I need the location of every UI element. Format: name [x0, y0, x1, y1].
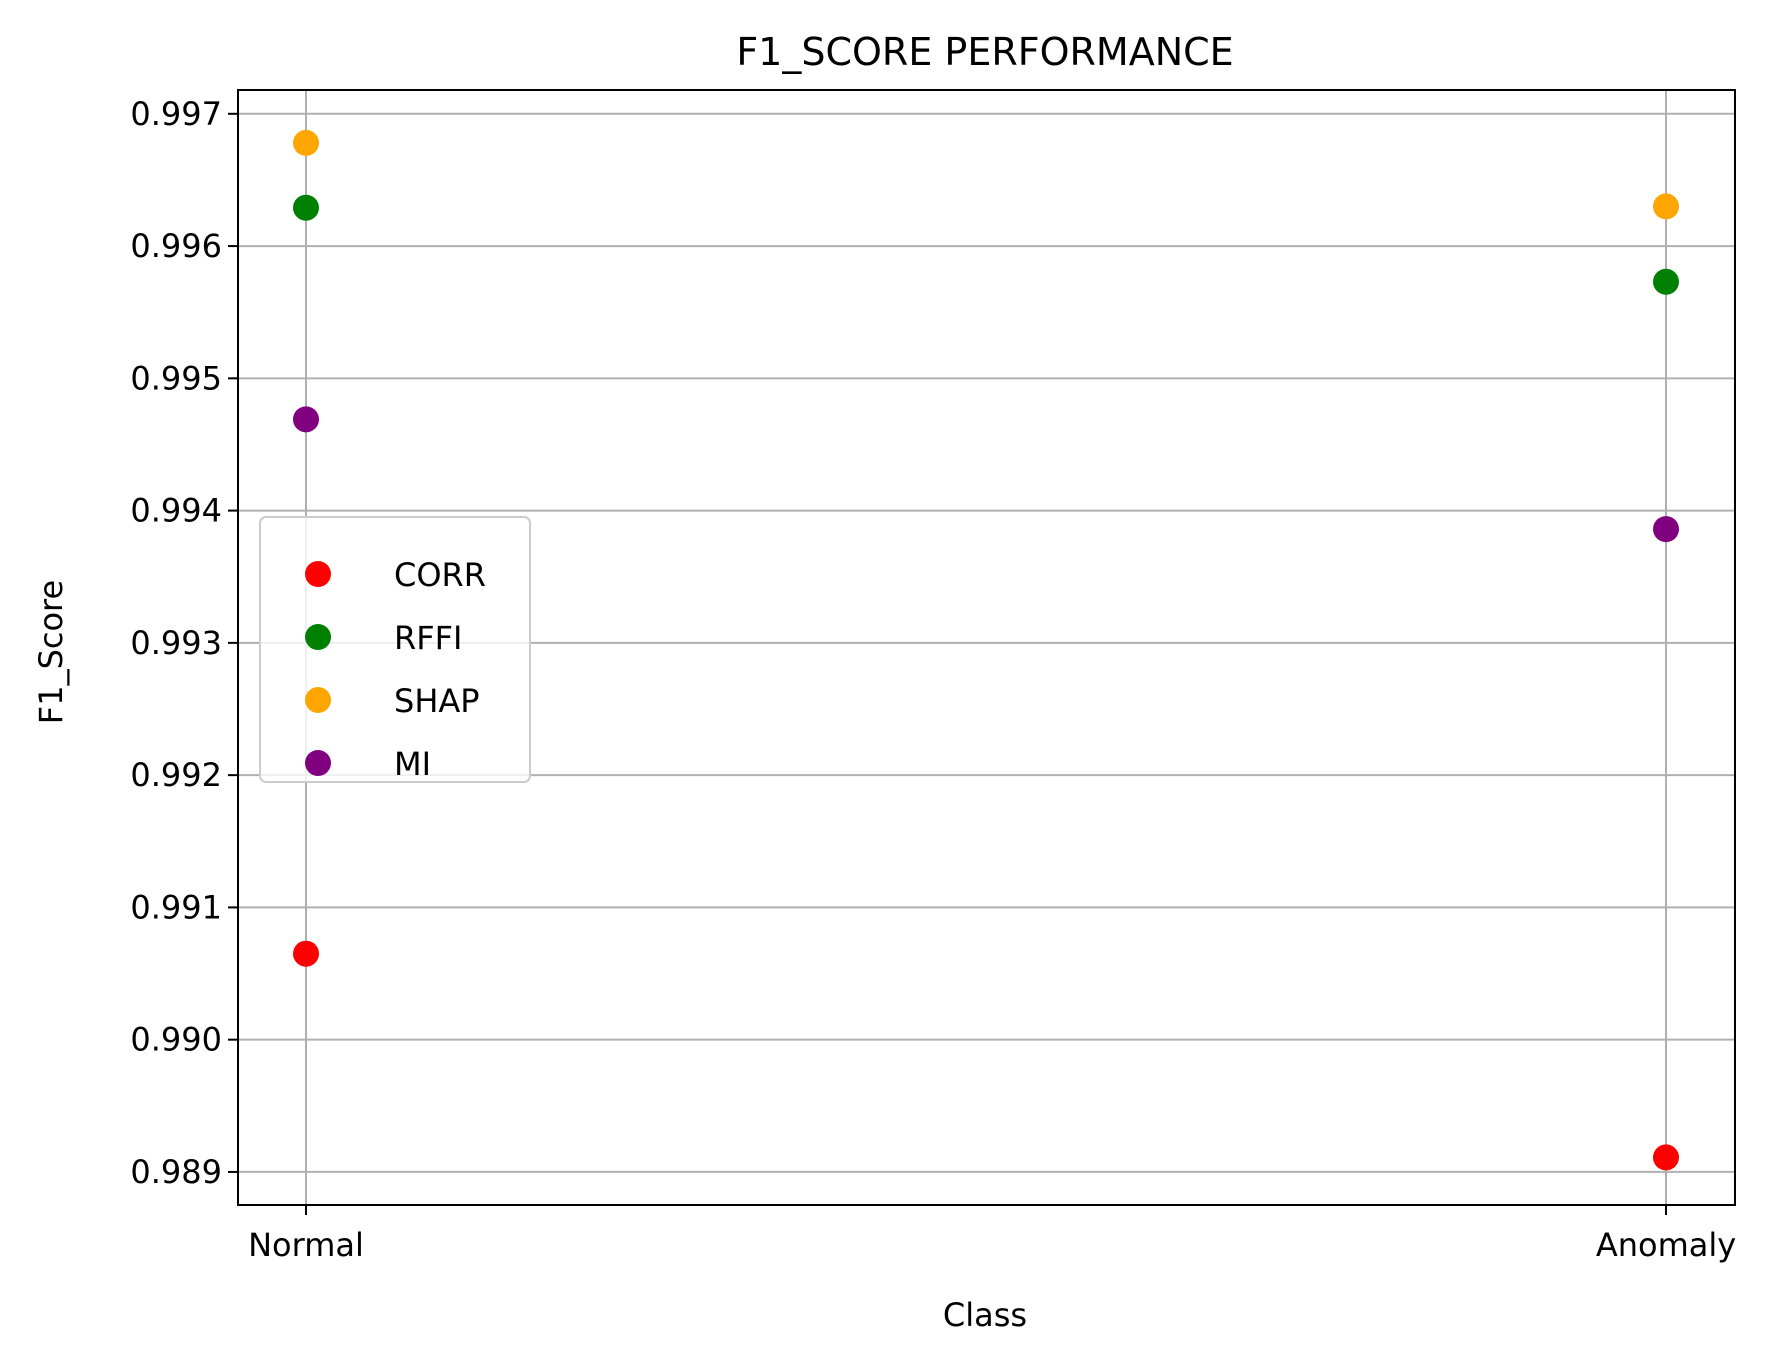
- legend-marker-shap: [305, 687, 331, 713]
- data-point-rffi: [293, 194, 319, 221]
- data-point-corr: [293, 940, 319, 967]
- y-tick-label: 0.990: [130, 1021, 222, 1059]
- x-tick-label: Normal: [248, 1226, 364, 1264]
- y-tick-label: 0.992: [130, 756, 222, 794]
- data-point-rffi: [1653, 268, 1679, 295]
- data-point-corr: [1653, 1144, 1679, 1171]
- data-point-mi: [1653, 516, 1679, 543]
- data-point-shap: [1653, 193, 1679, 220]
- data-point-shap: [293, 129, 319, 156]
- chart-title: F1_SCORE PERFORMANCE: [736, 30, 1233, 74]
- plot-frame: [237, 89, 1736, 1206]
- x-axis-label: Class: [943, 1296, 1027, 1334]
- legend-label-mi: MI: [394, 745, 431, 783]
- ticks-layer: 0.989 0.990 0.991 0.992 0.993 0.994 0.995 0.996…: [130, 95, 1736, 1264]
- legend-frame: [259, 516, 531, 783]
- y-tick-label: 0.993: [130, 624, 222, 662]
- chart-legend: CORR RFFI SHAP MI: [259, 516, 531, 783]
- y-axis-label: F1_Score: [32, 580, 70, 724]
- y-tick-label: 0.997: [130, 95, 222, 133]
- data-point-mi: [293, 406, 319, 433]
- legend-label-rffi: RFFI: [394, 619, 462, 657]
- legend-marker-corr: [305, 561, 331, 587]
- y-tick-label: 0.996: [130, 227, 222, 265]
- legend-label-shap: SHAP: [394, 682, 480, 720]
- legend-marker-mi: [305, 750, 331, 776]
- legend-label-corr: CORR: [394, 556, 486, 594]
- y-tick-label: 0.989: [130, 1153, 222, 1191]
- points-layer: [293, 129, 1679, 1171]
- y-tick-label: 0.994: [130, 492, 222, 530]
- x-tick-label: Anomaly: [1596, 1226, 1736, 1264]
- y-tick-label: 0.991: [130, 888, 222, 926]
- y-tick-label: 0.995: [130, 359, 222, 397]
- legend-marker-rffi: [305, 624, 331, 650]
